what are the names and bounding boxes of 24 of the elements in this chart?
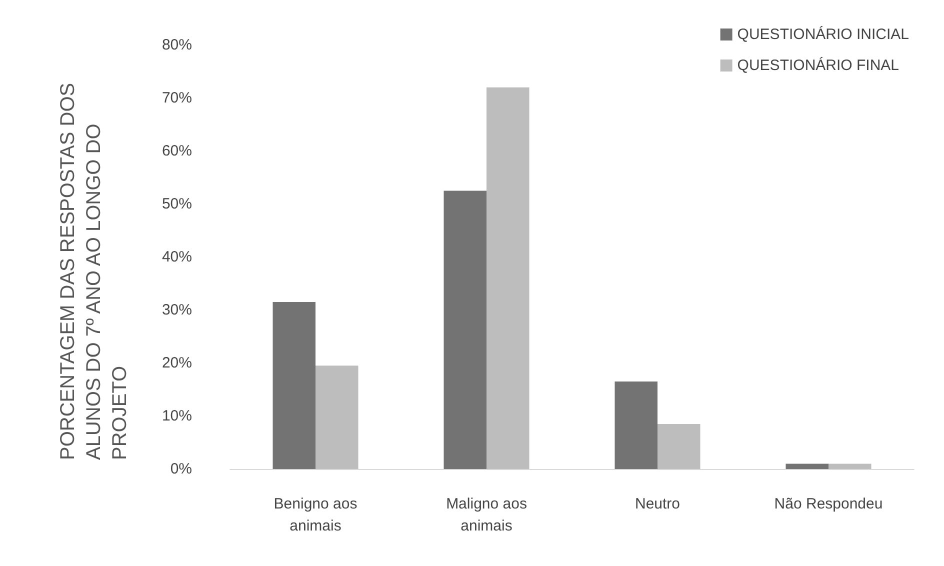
x-tick-label: Neutro xyxy=(634,496,680,512)
y-tick-label: 10% xyxy=(162,408,192,424)
x-tick-label: Maligno aos animais xyxy=(446,496,527,534)
y-tick-label: 60% xyxy=(162,142,192,160)
y-axis-title: PORCENTAGEM DAS RESPOSTAS DOS ALUNOS DO 7º ANO AO LONGO DO PROJETO xyxy=(57,77,131,460)
legend-label: QUESTIONÁRIO FINAL xyxy=(737,56,900,74)
y-tick-label: 80% xyxy=(162,36,192,54)
bar xyxy=(444,190,486,469)
bar xyxy=(486,87,530,469)
y-tick-label: 0% xyxy=(170,460,192,478)
bar xyxy=(786,464,828,469)
bar xyxy=(614,382,658,469)
bar xyxy=(658,424,700,469)
legend-label: QUESTIONÁRIO INICIAL xyxy=(737,25,910,43)
x-tick-label: Não Respondeu xyxy=(774,496,883,512)
y-tick-label: 20% xyxy=(162,354,192,372)
y-tick-label: 70% xyxy=(162,90,192,106)
x-tick-label: Benigno aos animais xyxy=(274,496,358,534)
bar xyxy=(828,464,872,469)
bar xyxy=(272,302,316,469)
y-tick-label: 50% xyxy=(162,196,192,212)
y-tick-label: 40% xyxy=(162,248,192,266)
y-tick-label: 30% xyxy=(162,302,192,318)
bar xyxy=(316,366,358,469)
